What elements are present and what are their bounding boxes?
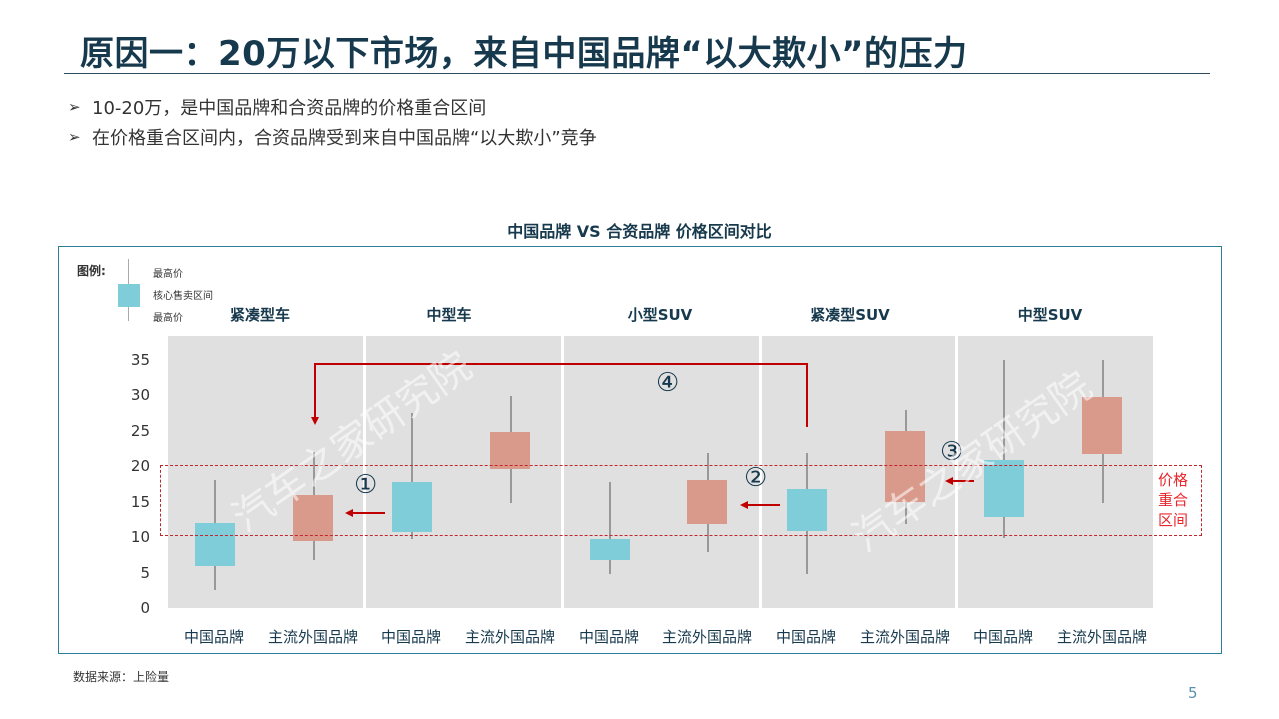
x-label: 中国品牌 (775, 628, 836, 646)
y-tick: 30 (130, 386, 150, 404)
x-label: 主流外国品牌 (267, 628, 358, 646)
y-tick: 10 (130, 528, 150, 546)
legend-title: 图例: (77, 264, 106, 278)
x-label: 主流外国品牌 (1056, 628, 1147, 646)
whisker-line (1003, 360, 1005, 538)
chart-title: 中国品牌 VS 合资品牌 价格区间对比 (507, 222, 772, 241)
price-overlap-band (160, 465, 1202, 536)
plot-panel (564, 336, 759, 608)
plot-panel (366, 336, 561, 608)
y-tick: 25 (130, 422, 150, 440)
y-tick: 5 (140, 564, 150, 582)
arrow-2-line (747, 504, 780, 506)
marker-2: ② (744, 463, 768, 493)
title-divider (64, 73, 1210, 74)
arrow-3-line (952, 480, 974, 482)
chinese-brand-box (392, 482, 432, 532)
group-label: 中型车 (426, 306, 472, 324)
y-tick: 20 (130, 457, 150, 475)
page-number: 5 (1188, 684, 1198, 702)
x-label: 主流外国品牌 (661, 628, 752, 646)
group-label: 中型SUV (1017, 306, 1083, 324)
bullet-item: ➢ 在价格重合区间内，合资品牌受到来自中国品牌“以大欺小”竞争 (68, 128, 597, 149)
chinese-brand-box (787, 489, 827, 531)
bullet-item: ➢ 10-20万，是中国品牌和合资品牌的价格重合区间 (68, 98, 487, 119)
bullet-list: ➢ 10-20万，是中国品牌和合资品牌的价格重合区间 ➢ 在价格重合区间内，合资… (68, 92, 597, 152)
x-label: 主流外国品牌 (859, 628, 950, 646)
marker-3: ③ (940, 437, 964, 467)
x-label: 中国品牌 (578, 628, 639, 646)
arrow-left-icon (945, 477, 953, 485)
arrow-bullet-icon: ➢ (68, 128, 81, 146)
foreign-brand-box (1082, 397, 1122, 454)
arrow-left-icon (345, 509, 353, 517)
group-label: 小型SUV (627, 306, 693, 324)
foreign-brand-box (293, 495, 333, 541)
legend-middle-label: 核心售卖区间 (153, 291, 213, 302)
foreign-brand-box (885, 431, 925, 502)
whisker-line (411, 413, 413, 539)
chinese-brand-box (590, 539, 630, 560)
arrow-1-line (352, 512, 385, 514)
arrow-bullet-icon: ➢ (68, 98, 81, 116)
whisker-line (609, 482, 611, 574)
legend-top-label: 最高价 (153, 269, 183, 280)
arrow-4-left-line (314, 363, 316, 417)
slide-title: 原因一：20万以下市场，来自中国品牌“以大欺小”的压力 (80, 34, 968, 74)
arrow-down-icon (311, 417, 319, 425)
arrow-4-top-line (314, 363, 808, 365)
chinese-brand-box (984, 460, 1024, 517)
price-overlap-label: 价格 重合 区间 (1157, 471, 1188, 529)
chinese-brand-box (195, 523, 235, 566)
data-source: 数据来源：上险量 (73, 670, 170, 684)
x-label: 主流外国品牌 (464, 628, 555, 646)
x-label: 中国品牌 (380, 628, 441, 646)
foreign-brand-box (490, 432, 530, 469)
marker-1: ① (354, 470, 378, 500)
x-label: 中国品牌 (972, 628, 1033, 646)
y-tick: 0 (140, 599, 150, 617)
chart-frame (58, 246, 1222, 654)
legend-bottom-label: 最高价 (153, 313, 183, 324)
group-label: 紧凑型SUV (810, 306, 890, 324)
arrow-left-icon (740, 501, 748, 509)
y-tick: 35 (130, 351, 150, 369)
group-label: 紧凑型车 (229, 306, 290, 324)
marker-4: ④ (656, 368, 680, 398)
arrow-4-right-line (806, 363, 808, 427)
foreign-brand-box (687, 480, 727, 524)
y-tick: 15 (130, 493, 150, 511)
x-label: 中国品牌 (183, 628, 244, 646)
legend-box-icon (118, 284, 140, 307)
